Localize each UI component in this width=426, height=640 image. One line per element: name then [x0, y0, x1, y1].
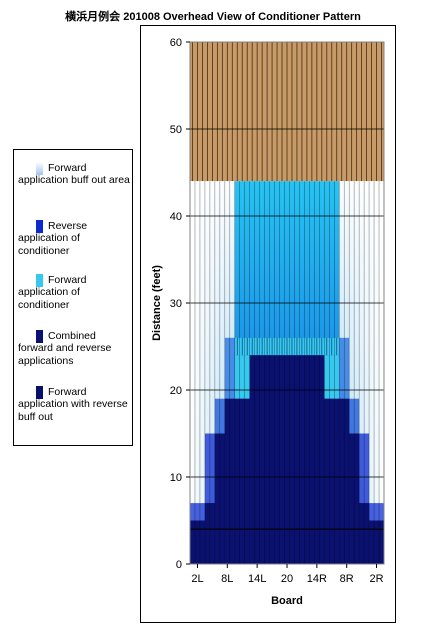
y-axis-title: Distance (feet) [151, 265, 163, 341]
legend-label: Reverse [48, 220, 88, 232]
legend-label-cont: application with reverse buff out [18, 398, 128, 423]
legend-label-cont: application of conditioner [18, 286, 80, 311]
x-tick-label: 14R [307, 573, 327, 585]
chart-frame [140, 25, 396, 623]
legend-swatch [36, 274, 43, 287]
combined-application-step [369, 520, 384, 564]
y-tick-label: 50 [170, 124, 182, 136]
x-tick-label: 20 [281, 573, 293, 585]
y-tick-label: 10 [170, 472, 182, 484]
chart-title: 横浜月例会 201008 Overhead View of Conditione… [65, 11, 361, 23]
combined-application-step [324, 398, 340, 564]
y-tick-label: 60 [170, 37, 182, 49]
combined-application-step [234, 398, 250, 564]
y-tick-label: 20 [170, 385, 182, 397]
legend-label: Forward [48, 274, 87, 286]
legend-swatch [36, 330, 43, 343]
legend-label-cont: application of conditioner [18, 232, 80, 257]
combined-application-step [249, 355, 325, 564]
x-tick-label: 14L [248, 573, 266, 585]
y-tick-label: 30 [170, 298, 182, 310]
x-tick-label: 8L [221, 573, 233, 585]
x-tick-label: 2L [191, 573, 203, 585]
legend-label-cont: forward and reverse applications [18, 342, 112, 367]
legend: Forward application buff out area Revers… [13, 149, 133, 446]
x-tick-label: 2R [370, 573, 384, 585]
legend-swatch [36, 162, 43, 175]
legend-label: Combined [48, 330, 96, 342]
x-axis-title: Board [271, 595, 303, 607]
y-tick-label: 0 [176, 559, 182, 571]
x-tick-label: 8R [340, 573, 354, 585]
forward-application-left-leg [234, 355, 250, 399]
y-tick-label: 40 [170, 211, 182, 223]
legend-label-cont: application buff out area [18, 174, 130, 186]
legend-swatch [36, 386, 43, 399]
legend-swatch [36, 220, 43, 233]
legend-label: Forward [48, 162, 87, 174]
legend-label: Forward [48, 386, 87, 398]
combined-application-step [190, 520, 205, 564]
forward-application-right-leg [324, 355, 340, 399]
